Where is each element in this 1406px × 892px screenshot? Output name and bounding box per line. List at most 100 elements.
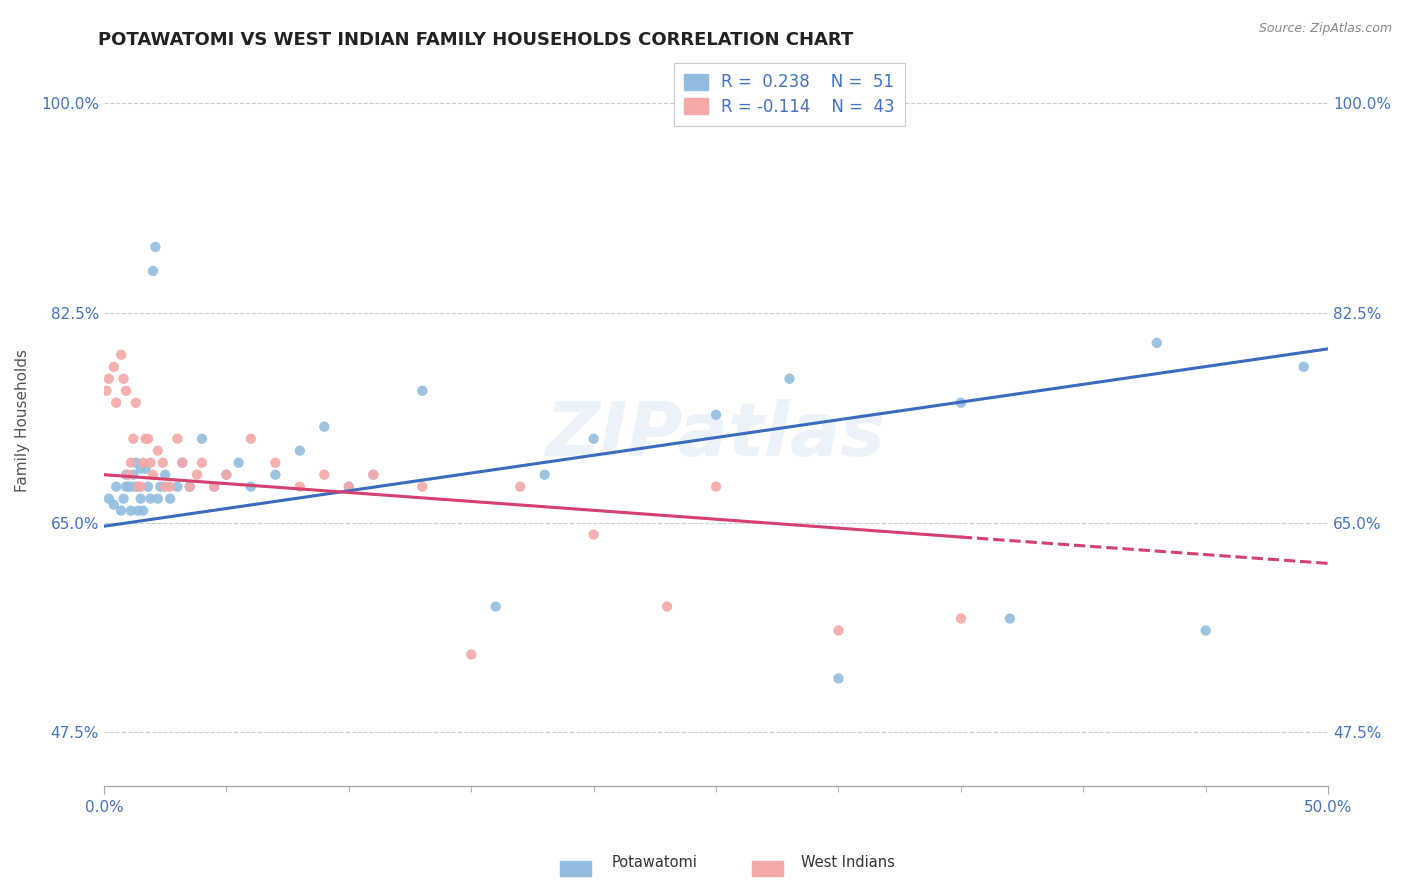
Point [103, 498, 125, 512]
Point [129, 461, 152, 475]
Point [191, 432, 214, 446]
Point [153, 480, 176, 494]
Point [949, 611, 972, 625]
Point [704, 480, 727, 494]
Point [127, 503, 149, 517]
Legend: R =  0.238    N =  51, R = -0.114    N =  43: R = 0.238 N = 51, R = -0.114 N = 43 [675, 63, 904, 126]
Point [142, 264, 165, 278]
Point [146, 443, 169, 458]
Text: Source: ZipAtlas.com: Source: ZipAtlas.com [1258, 22, 1392, 36]
Point [485, 599, 508, 614]
Text: West Indians: West Indians [801, 855, 896, 870]
Point [103, 359, 125, 374]
Point [146, 491, 169, 506]
Point [179, 480, 201, 494]
Point [411, 384, 433, 398]
Point [132, 456, 155, 470]
Point [125, 396, 148, 410]
Point [97, 372, 120, 386]
Point [1292, 359, 1315, 374]
Point [139, 456, 162, 470]
Point [228, 456, 250, 470]
Point [264, 467, 287, 482]
Point [1146, 335, 1168, 350]
Point [152, 456, 174, 470]
Text: POTAWATOMI VS WEST INDIAN FAMILY HOUSEHOLDS CORRELATION CHART: POTAWATOMI VS WEST INDIAN FAMILY HOUSEHO… [98, 31, 853, 49]
Point [827, 672, 849, 686]
Point [582, 432, 605, 446]
Point [361, 467, 384, 482]
Point [145, 240, 167, 254]
Point [139, 491, 162, 506]
Point [186, 467, 208, 482]
Point [202, 480, 225, 494]
Point [127, 480, 149, 494]
Point [159, 480, 181, 494]
Point [949, 396, 972, 410]
Point [120, 503, 142, 517]
Point [533, 467, 555, 482]
Point [166, 432, 188, 446]
Point [136, 480, 159, 494]
Point [105, 480, 128, 494]
Point [411, 480, 433, 494]
Point [314, 419, 336, 434]
Point [115, 480, 138, 494]
Point [120, 480, 142, 494]
Point [97, 491, 120, 506]
Point [998, 611, 1021, 625]
Point [122, 432, 145, 446]
Point [135, 432, 157, 446]
Point [105, 396, 128, 410]
Point [827, 624, 849, 638]
Text: Potawatomi: Potawatomi [612, 855, 697, 870]
Point [1195, 624, 1218, 638]
Point [115, 384, 138, 398]
Point [136, 432, 159, 446]
Point [314, 467, 336, 482]
Point [179, 480, 201, 494]
Point [159, 491, 181, 506]
Point [337, 480, 360, 494]
Point [239, 432, 262, 446]
Point [129, 491, 152, 506]
Point [112, 372, 135, 386]
Point [132, 503, 155, 517]
Point [191, 456, 214, 470]
Point [129, 480, 152, 494]
Point [288, 480, 311, 494]
Point [655, 599, 678, 614]
Y-axis label: Family Households: Family Households [15, 350, 30, 492]
Point [120, 456, 142, 470]
Point [215, 467, 238, 482]
Point [135, 461, 157, 475]
Point [582, 527, 605, 541]
Point [122, 467, 145, 482]
Point [779, 372, 801, 386]
Point [202, 480, 225, 494]
Point [125, 480, 148, 494]
Point [115, 467, 138, 482]
Point [264, 456, 287, 470]
Point [110, 503, 132, 517]
Point [166, 480, 188, 494]
Point [110, 348, 132, 362]
Point [509, 480, 531, 494]
Point [96, 384, 118, 398]
Point [704, 408, 727, 422]
Point [337, 480, 360, 494]
Point [215, 467, 238, 482]
Point [142, 467, 165, 482]
Point [172, 456, 194, 470]
Point [460, 648, 482, 662]
Text: ZIPatlas: ZIPatlas [546, 399, 886, 472]
Point [172, 456, 194, 470]
Point [239, 480, 262, 494]
Point [117, 480, 139, 494]
Point [153, 467, 176, 482]
Point [125, 456, 148, 470]
Point [361, 467, 384, 482]
Point [112, 491, 135, 506]
Point [117, 467, 139, 482]
Point [149, 480, 172, 494]
